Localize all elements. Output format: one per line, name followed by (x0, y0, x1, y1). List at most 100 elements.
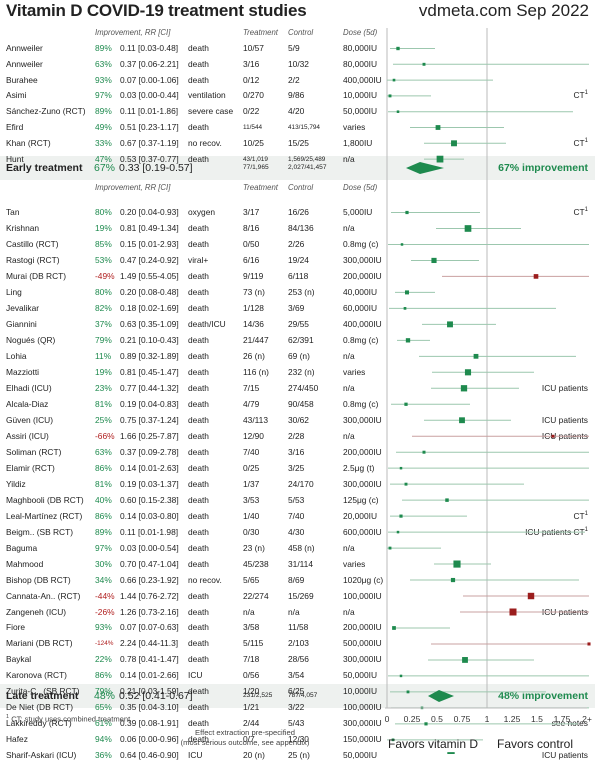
effect-marker (422, 450, 426, 454)
study-name: Mazziotti (6, 366, 40, 377)
study-control-count: 62/391 (288, 334, 314, 345)
effect-marker (392, 626, 396, 630)
study-dose: 10,000IU (343, 686, 377, 697)
study-treatment-count: 45/238 (243, 558, 269, 569)
study-row: Elamir (RCT) 86% 0.14 [0.01-2.63] death 0/25… (0, 461, 595, 476)
study-name: De Niet (DB RCT) (6, 702, 74, 713)
study-control-count: 28/56 (288, 654, 309, 665)
study-dose: 50,000IU (343, 670, 377, 681)
study-dose: 600,000IU (343, 526, 382, 537)
study-dose: 400,000IU (343, 74, 382, 85)
study-control-count: 8/69 (288, 574, 305, 585)
footnote-ref: 1 (584, 510, 588, 517)
effect-marker (392, 78, 396, 82)
study-rr: 0.06 [0.00-0.96] (120, 734, 179, 745)
study-dose: 1,800IU (343, 137, 373, 148)
study-rr: 1.26 [0.73-2.16] (120, 606, 179, 617)
study-improvement: 49% (95, 122, 112, 132)
effect-marker (399, 674, 403, 678)
study-row: Lohia 11% 0.89 [0.32-1.89] death 26 (n) 69 (n… (0, 349, 595, 364)
study-control-count: 274/450 (288, 382, 319, 393)
study-name: Annweiler (6, 58, 43, 69)
effect-marker (405, 210, 409, 215)
footnote-ref: 1 (584, 207, 588, 214)
study-outcome: death (188, 478, 209, 489)
study-row: Efird 49% 0.51 [0.23-1.17] death 11/544 413/1… (0, 120, 595, 135)
study-improvement: 80% (95, 207, 112, 217)
effect-marker (396, 46, 400, 51)
study-row: Jevalikar 82% 0.18 [0.02-1.69] death 1/128 3/… (0, 301, 595, 316)
study-name: Baykal (6, 654, 32, 665)
study-control-count: 10/32 (288, 58, 309, 69)
study-row: Cannata-An.. (RCT) -44% 1.44 [0.76-2.72] de… (0, 589, 595, 604)
study-name: Asimi (6, 90, 27, 101)
study-rr: 0.70 [0.47-1.04] (120, 558, 179, 569)
study-control-count: 4/30 (288, 526, 305, 537)
study-treatment-count: 11/544 (243, 124, 263, 131)
study-improvement: 93% (95, 74, 112, 85)
study-outcome: death (188, 446, 209, 457)
study-row: Murai (DB RCT) -49% 1.49 [0.55-4.05] death 9… (0, 269, 595, 284)
study-name: Lohia (6, 350, 27, 361)
study-note-text: CT (573, 207, 585, 217)
study-row: Castillo (RCT) 85% 0.15 [0.01-2.93] death 0/… (0, 237, 595, 252)
effect-marker (435, 125, 441, 130)
study-row: Khan (RCT) 33% 0.67 [0.37-1.19] no recov. 10… (0, 136, 595, 151)
study-improvement: 80% (95, 286, 112, 297)
x-tick-label: 1.5 (531, 714, 543, 724)
study-improvement: 22% (95, 654, 112, 665)
study-name: Ling (6, 286, 22, 297)
study-control-count: 6/118 (288, 270, 309, 281)
study-name: Assiri (ICU) (6, 430, 49, 441)
study-outcome: death (188, 366, 209, 377)
study-treatment-count: 6/16 (243, 254, 260, 265)
study-control-count: 4/20 (288, 106, 305, 117)
header-dose-late: Dose (5d) (343, 183, 378, 192)
study-rr: 0.75 [0.37-1.24] (120, 414, 179, 425)
summary-treatment-count: 231/2,525 (243, 692, 273, 699)
study-rr: 0.19 [0.04-0.83] (120, 398, 179, 409)
study-note-text: ICU patients (541, 382, 588, 393)
study-control-count: 5/9 (288, 43, 300, 53)
study-treatment-count: 3/16 (243, 58, 260, 69)
study-control-count: n/a (288, 606, 300, 617)
study-note: CT1 (573, 88, 588, 103)
study-dose: 150,000IU (343, 734, 382, 745)
study-rr: 0.11 [0.01-1.86] (120, 106, 179, 117)
study-treatment-count: 0/270 (243, 90, 264, 101)
study-treatment-count: 7/18 (243, 654, 260, 665)
study-dose: 0.8mg (c) (343, 238, 379, 249)
study-treatment-count: 23 (n) (243, 542, 265, 553)
study-improvement: 23% (95, 382, 112, 393)
study-rr: 0.47 [0.24-0.92] (120, 254, 179, 265)
study-dose: n/a (343, 350, 355, 361)
study-improvement: 89% (95, 106, 112, 117)
study-control-count: 69 (n) (288, 350, 310, 361)
study-row: Hunt 47% 0.53 [0.37-0.77] death 43/1,019 1,56… (0, 152, 595, 167)
effect-marker (405, 338, 411, 343)
study-rr: 0.89 [0.32-1.89] (120, 350, 179, 361)
x-tick-label: 1.25 (504, 714, 521, 724)
study-outcome: death (188, 526, 209, 537)
effect-marker (459, 417, 465, 424)
study-note: CT1 (573, 205, 588, 220)
study-row: Sánchez-Zuno (RCT) 89% 0.11 [0.01-1.86] sev… (0, 104, 595, 119)
study-dose: 2.5μg (t) (343, 462, 375, 473)
study-dose: n/a (343, 222, 355, 233)
study-outcome: death (188, 153, 209, 164)
study-dose: varies (343, 558, 366, 569)
study-row: Beigm.. (SB RCT) 89% 0.11 [0.01-1.98] death… (0, 525, 595, 540)
study-rr: 0.03 [0.00-0.44] (120, 90, 179, 101)
study-name: Castillo (RCT) (6, 238, 59, 249)
study-outcome: no recov. (188, 137, 222, 148)
study-control-count: 3/16 (288, 446, 305, 457)
study-treatment-count: 2/44 (243, 718, 260, 729)
study-rr: 0.39 [0.08-1.91] (120, 718, 179, 729)
study-name: Giannini (6, 318, 37, 329)
study-rr: 0.20 [0.04-0.93] (120, 207, 179, 217)
study-improvement: 19% (95, 222, 112, 233)
study-outcome: death (188, 270, 209, 281)
study-row: Ling 80% 0.20 [0.08-0.48] death 73 (n) 253 (n… (0, 285, 595, 300)
study-dose: 1020μg (c) (343, 574, 384, 585)
study-improvement: 63% (95, 58, 112, 69)
